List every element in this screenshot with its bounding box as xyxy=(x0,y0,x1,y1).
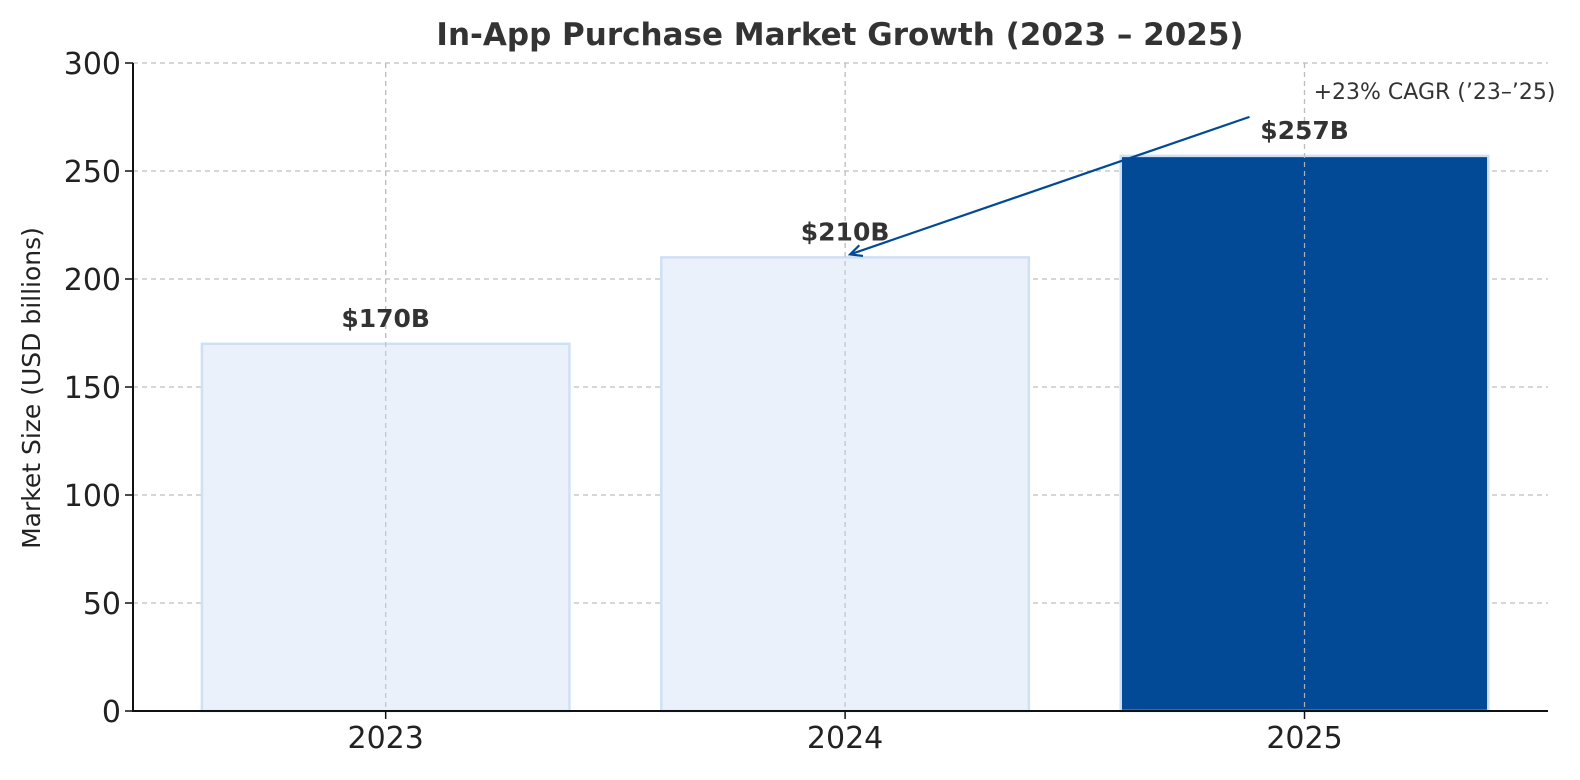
y-tick-label: 0 xyxy=(102,695,121,730)
y-tick-label: 300 xyxy=(64,47,121,82)
axes: 0 50 100 150 200 250 300 2023 2024 2025 xyxy=(64,47,1548,756)
bars xyxy=(200,63,1490,713)
y-tick-label: 50 xyxy=(83,587,121,622)
x-tick-label: 2023 xyxy=(347,721,423,756)
cagr-arrow-head xyxy=(847,244,864,258)
y-tick-label: 200 xyxy=(64,263,121,298)
x-tick-label: 2025 xyxy=(1266,721,1342,756)
cagr-annotation: +23% CAGR (’23–’25) xyxy=(847,80,1556,258)
chart-title: In-App Purchase Market Growth (2023 – 20… xyxy=(436,17,1243,53)
x-tick-label: 2024 xyxy=(807,721,883,756)
y-axis-label: Market Size (USD billions) xyxy=(17,227,46,549)
y-tick-label: 100 xyxy=(64,479,121,514)
data-label-2023: $170B xyxy=(341,304,430,333)
data-labels: $170B $210B $257B xyxy=(341,116,1348,333)
data-label-2025: $257B xyxy=(1260,116,1349,145)
cagr-annotation-text: +23% CAGR (’23–’25) xyxy=(1314,80,1556,105)
data-label-2024: $210B xyxy=(801,217,890,246)
y-tick-label: 250 xyxy=(64,155,121,190)
cagr-arrow-line xyxy=(849,115,1250,256)
y-tick-label: 150 xyxy=(64,371,121,406)
